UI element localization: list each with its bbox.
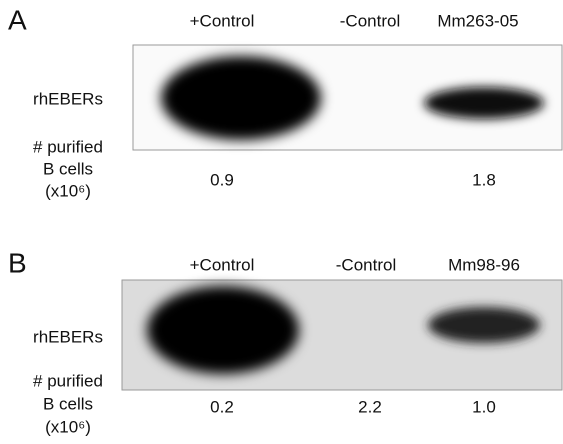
band-label: rhEBERs xyxy=(33,89,103,108)
lane-label: Mm263-05 xyxy=(437,11,518,30)
band-label: rhEBERs xyxy=(33,327,103,346)
count-value: 2.2 xyxy=(358,397,382,416)
band xyxy=(428,307,540,343)
count-label: B cells xyxy=(43,394,93,413)
band xyxy=(424,87,544,119)
count-label: (x10⁶) xyxy=(45,181,91,200)
panel-letter: B xyxy=(8,247,27,278)
count-value: 1.8 xyxy=(472,170,496,189)
panel-letter: A xyxy=(8,4,27,35)
lane-label: -Control xyxy=(336,255,396,274)
count-label: # purified xyxy=(33,137,103,156)
count-value: 1.0 xyxy=(472,397,496,416)
band xyxy=(161,56,321,140)
lane-label: +Control xyxy=(190,255,255,274)
count-value: 0.2 xyxy=(210,397,234,416)
panel-a: A +Control -Control Mm263-05 rhEBERs # p… xyxy=(8,4,563,200)
count-label: # purified xyxy=(33,371,103,390)
lane-label: Mm98-96 xyxy=(448,255,520,274)
lane-label: +Control xyxy=(190,11,255,30)
count-label: (x10⁶) xyxy=(45,417,91,436)
panel-b: B +Control -Control Mm98-96 rhEBERs # pu… xyxy=(8,247,563,436)
lane-label: -Control xyxy=(340,11,400,30)
count-label: B cells xyxy=(43,159,93,178)
count-value: 0.9 xyxy=(210,170,234,189)
band xyxy=(147,286,299,374)
